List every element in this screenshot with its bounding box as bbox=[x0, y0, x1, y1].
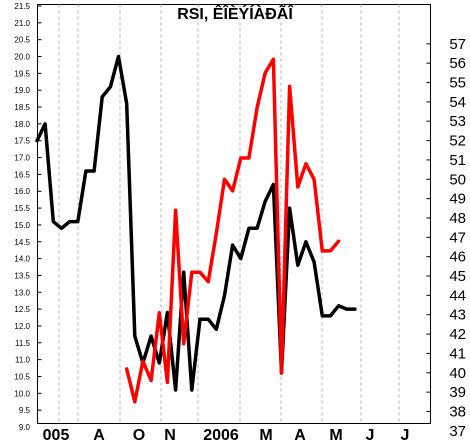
right-tick-label: 52 bbox=[449, 133, 466, 150]
x-tick-label: 005 bbox=[43, 427, 70, 442]
x-tick-label: M bbox=[329, 427, 342, 442]
left-tick-label: 21.0 bbox=[14, 19, 30, 28]
right-tick-label: 56 bbox=[449, 55, 466, 72]
right-tick-label: 47 bbox=[449, 229, 466, 246]
x-tick-label: J bbox=[401, 427, 410, 442]
left-tick-label: 13.5 bbox=[14, 271, 30, 280]
left-tick-label: 16.5 bbox=[14, 170, 30, 179]
right-tick-label: 51 bbox=[449, 152, 466, 169]
left-axis: 9.0 9.5 10.0 10.5 11.0 11.5 12.0 12.5 13.0 13.5 14… bbox=[14, 2, 42, 432]
x-axis: 005 A O N 2006 M A M J J bbox=[43, 427, 410, 442]
x-tick-label: A bbox=[294, 427, 306, 442]
right-tick-label: 49 bbox=[449, 191, 466, 208]
plot-frame bbox=[37, 4, 431, 424]
left-tick-label: 20.5 bbox=[14, 36, 30, 45]
x-tick-label: O bbox=[133, 427, 145, 442]
left-tick-label: 9.5 bbox=[19, 406, 31, 415]
left-tick-label: 15.0 bbox=[14, 221, 30, 230]
left-tick-label: 19.5 bbox=[14, 69, 30, 78]
left-tick-label: 19.0 bbox=[14, 86, 30, 95]
right-tick-label: 46 bbox=[449, 249, 466, 266]
right-tick-label: 38 bbox=[449, 403, 466, 420]
left-tick-label: 15.5 bbox=[14, 204, 30, 213]
right-tick-label: 42 bbox=[449, 326, 466, 343]
right-tick-label: 39 bbox=[449, 384, 466, 401]
black-series-line bbox=[35, 54, 357, 392]
left-tick-label: 12.0 bbox=[14, 322, 30, 331]
chart-title: RSI, ÊÎÈÝÍÀÐÃÎ bbox=[177, 3, 294, 23]
right-tick-label: 53 bbox=[449, 113, 466, 130]
left-tick-label: 17.0 bbox=[14, 154, 30, 163]
right-tick-label: 37 bbox=[449, 423, 466, 440]
x-tick-label: M bbox=[259, 427, 272, 442]
left-tick-label: 14.5 bbox=[14, 238, 30, 247]
left-tick-label: 21.5 bbox=[14, 2, 30, 11]
left-tick-label: 18.0 bbox=[14, 120, 30, 129]
right-tick-label: 41 bbox=[449, 345, 466, 362]
left-tick-label: 11.0 bbox=[15, 356, 31, 365]
series-layer bbox=[35, 54, 357, 404]
right-tick-label: 45 bbox=[449, 268, 466, 285]
left-tick-label: 18.5 bbox=[14, 103, 30, 112]
right-tick-label: 44 bbox=[449, 287, 466, 304]
left-tick-label: 9.0 bbox=[19, 423, 31, 432]
right-tick-label: 55 bbox=[449, 75, 466, 92]
x-tick-label: N bbox=[164, 427, 176, 442]
left-tick-label: 13.0 bbox=[14, 288, 30, 297]
right-axis: 37 38 39 40 41 42 43 44 45 46 47 48 49 50 51 52 53 54 55 56… bbox=[426, 36, 466, 440]
right-tick-label: 50 bbox=[449, 171, 466, 188]
x-tick-label: 2006 bbox=[203, 427, 239, 442]
left-tick-label: 12.5 bbox=[14, 305, 30, 314]
left-tick-label: 10.0 bbox=[14, 389, 30, 398]
x-tick-label: J bbox=[366, 427, 375, 442]
x-tick-label: A bbox=[93, 427, 105, 442]
red-series-line bbox=[124, 57, 341, 404]
right-tick-label: 54 bbox=[449, 94, 466, 111]
left-tick-label: 14.0 bbox=[14, 255, 30, 264]
right-tick-label: 48 bbox=[449, 210, 466, 227]
left-tick-label: 16.0 bbox=[14, 187, 30, 196]
left-tick-label: 10.5 bbox=[14, 372, 30, 381]
right-tick-label: 57 bbox=[449, 36, 466, 53]
right-tick-label: 43 bbox=[449, 307, 466, 324]
left-tick-label: 20.0 bbox=[14, 53, 30, 62]
left-tick-label: 11.5 bbox=[15, 339, 31, 348]
left-tick-label: 17.5 bbox=[14, 137, 30, 146]
right-tick-label: 40 bbox=[449, 365, 466, 382]
